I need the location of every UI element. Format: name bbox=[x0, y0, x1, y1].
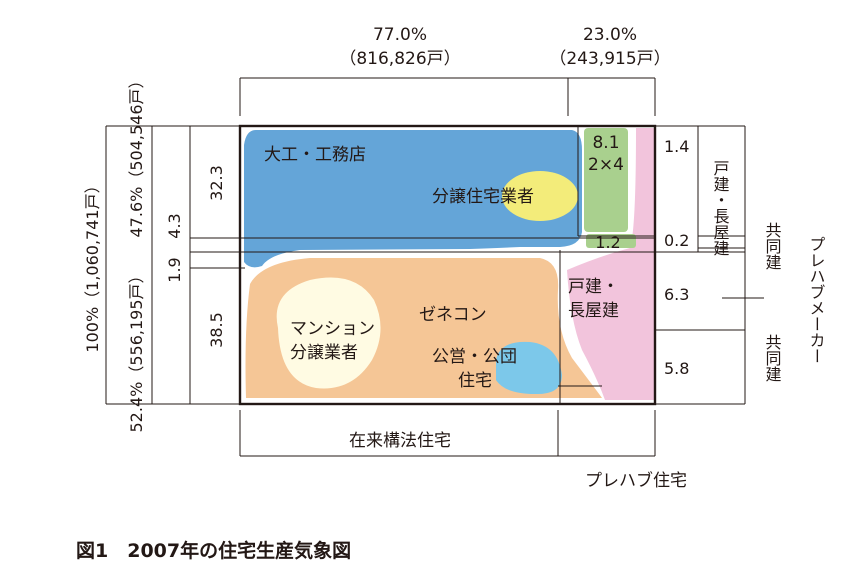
total-label: 100%（1,060,741戸） bbox=[83, 177, 102, 352]
sales-builder-label: 分譲住宅業者 bbox=[432, 187, 534, 207]
bottom-bracket bbox=[239, 410, 656, 457]
collective-lower-label: 共同建 bbox=[763, 334, 782, 382]
left-bracket bbox=[105, 125, 240, 405]
detached-row-house-label: 戸建・長屋建 bbox=[711, 160, 730, 256]
mansion-region bbox=[276, 277, 381, 389]
main-frame bbox=[238, 124, 657, 406]
collective-share-label: 52.4%（556,195戸） bbox=[127, 268, 146, 433]
prefab-pct: 23.0% bbox=[583, 25, 637, 45]
prefab-detached-line2: 長屋建 bbox=[568, 301, 619, 321]
value-38-5: 38.5 bbox=[207, 312, 226, 348]
grid-lines bbox=[190, 126, 745, 404]
right-bracket bbox=[655, 125, 764, 405]
value-4-3: 4.3 bbox=[165, 213, 184, 238]
top-bracket bbox=[239, 77, 656, 116]
public-housing-region bbox=[496, 341, 562, 395]
conventional-count: （816,826戸） bbox=[339, 49, 460, 69]
public-housing-line2: 住宅 bbox=[458, 371, 492, 391]
value-1-9: 1.9 bbox=[165, 257, 184, 282]
small-value: 1.2 bbox=[595, 233, 620, 252]
mansion-line1: マンション bbox=[290, 319, 375, 339]
two-by-four-label: 2×4 bbox=[588, 155, 624, 175]
prefab-count: （243,915戸） bbox=[549, 49, 670, 69]
prefab-region bbox=[567, 128, 654, 400]
value-6-3: 6.3 bbox=[664, 285, 689, 304]
value-0-2: 0.2 bbox=[664, 231, 689, 250]
two-by-four-value: 8.1 bbox=[592, 133, 619, 153]
prefab-label: プレハブ住宅 bbox=[585, 470, 687, 491]
conventional-pct: 77.0% bbox=[373, 25, 427, 45]
value-1-4: 1.4 bbox=[664, 137, 689, 156]
figure-caption: 図1 2007年の住宅生産気象図 bbox=[76, 539, 351, 562]
general-contractor-label: ゼネコン bbox=[419, 305, 487, 325]
value-5-8: 5.8 bbox=[664, 359, 689, 378]
detached-share-label: 47.6%（504,546戸） bbox=[127, 73, 146, 238]
conventional-label: 在来構法住宅 bbox=[349, 431, 451, 451]
carpenter-label: 大工・工務店 bbox=[264, 145, 366, 165]
collective-upper-label: 共同建 bbox=[763, 222, 782, 270]
sales-builder-region bbox=[502, 171, 578, 221]
public-housing-line1: 公営・公団 bbox=[432, 347, 517, 367]
carpenter-region bbox=[244, 130, 582, 268]
two-by-four-region bbox=[584, 128, 628, 232]
prefab-maker-label: プレハブメーカー bbox=[807, 236, 826, 364]
mansion-line2: 分譲業者 bbox=[290, 343, 358, 363]
value-32-3: 32.3 bbox=[207, 165, 226, 201]
prefab-detached-line1: 戸建・ bbox=[568, 277, 619, 297]
